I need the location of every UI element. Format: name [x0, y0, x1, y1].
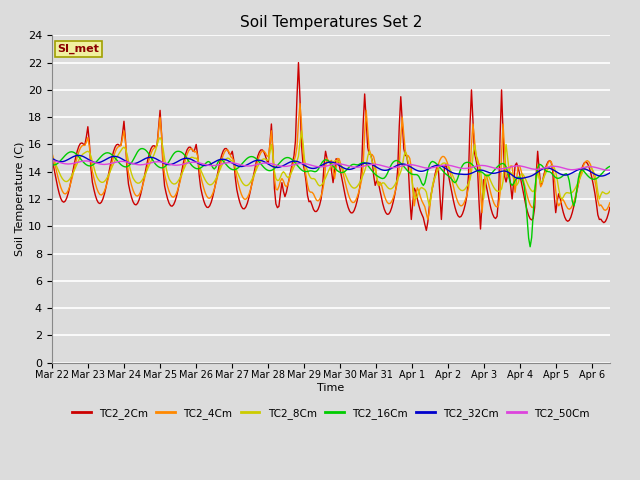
TC2_32Cm — [237, 164, 245, 169]
TC2_16Cm — [237, 162, 245, 168]
TC2_16Cm — [606, 164, 614, 169]
TC2_32Cm — [333, 161, 341, 167]
TC2_4Cm — [48, 149, 56, 155]
TC2_16Cm — [597, 172, 605, 178]
TC2_16Cm — [48, 162, 56, 168]
TC2_8Cm — [597, 192, 605, 198]
TC2_4Cm — [460, 200, 468, 206]
TC2_2Cm — [597, 216, 605, 222]
TC2_50Cm — [236, 162, 244, 168]
TC2_4Cm — [236, 187, 244, 192]
TC2_4Cm — [140, 180, 147, 185]
TC2_2Cm — [606, 204, 614, 210]
TC2_50Cm — [118, 158, 126, 164]
TC2_32Cm — [141, 156, 149, 162]
TC2_2Cm — [460, 207, 468, 213]
TC2_32Cm — [516, 176, 524, 181]
TC2_50Cm — [594, 165, 602, 171]
TC2_16Cm — [459, 163, 467, 168]
TC2_4Cm — [296, 101, 304, 107]
TC2_32Cm — [120, 157, 128, 163]
Line: TC2_32Cm: TC2_32Cm — [52, 156, 610, 179]
TC2_2Cm — [118, 132, 126, 137]
TC2_4Cm — [606, 200, 614, 205]
TC2_50Cm — [606, 167, 614, 173]
Line: TC2_50Cm: TC2_50Cm — [52, 161, 610, 170]
TC2_50Cm — [457, 165, 465, 171]
TC2_2Cm — [333, 156, 341, 162]
TC2_16Cm — [141, 147, 149, 153]
TC2_16Cm — [118, 163, 126, 168]
TC2_8Cm — [118, 145, 126, 151]
TC2_32Cm — [48, 155, 56, 161]
TC2_2Cm — [48, 155, 56, 160]
TC2_2Cm — [140, 178, 147, 184]
TC2_8Cm — [140, 175, 147, 181]
TC2_50Cm — [140, 162, 147, 168]
Title: Soil Temperatures Set 2: Soil Temperatures Set 2 — [239, 15, 422, 30]
TC2_8Cm — [298, 128, 305, 134]
TC2_4Cm — [597, 202, 605, 208]
X-axis label: Time: Time — [317, 383, 344, 393]
TC2_8Cm — [48, 154, 56, 159]
Line: TC2_2Cm: TC2_2Cm — [52, 62, 610, 230]
TC2_4Cm — [118, 136, 126, 142]
TC2_16Cm — [138, 145, 146, 151]
Line: TC2_16Cm: TC2_16Cm — [52, 148, 610, 247]
TC2_4Cm — [333, 156, 341, 161]
Line: TC2_8Cm: TC2_8Cm — [52, 131, 610, 206]
TC2_8Cm — [606, 189, 614, 194]
TC2_16Cm — [526, 244, 534, 250]
TC2_8Cm — [426, 203, 433, 209]
TC2_50Cm — [605, 167, 612, 173]
TC2_8Cm — [236, 175, 244, 181]
TC2_32Cm — [606, 170, 614, 176]
Text: SI_met: SI_met — [58, 44, 99, 54]
TC2_50Cm — [48, 158, 56, 164]
TC2_8Cm — [460, 187, 468, 193]
TC2_2Cm — [236, 199, 244, 205]
TC2_50Cm — [332, 161, 340, 167]
TC2_16Cm — [333, 168, 341, 174]
Legend: TC2_2Cm, TC2_4Cm, TC2_8Cm, TC2_16Cm, TC2_32Cm, TC2_50Cm: TC2_2Cm, TC2_4Cm, TC2_8Cm, TC2_16Cm, TC2… — [68, 404, 594, 423]
TC2_4Cm — [424, 216, 432, 222]
Line: TC2_4Cm: TC2_4Cm — [52, 104, 610, 219]
TC2_8Cm — [333, 158, 341, 164]
TC2_2Cm — [422, 228, 430, 233]
TC2_32Cm — [459, 171, 467, 177]
TC2_32Cm — [75, 153, 83, 158]
TC2_2Cm — [294, 60, 302, 65]
TC2_32Cm — [597, 173, 605, 179]
Y-axis label: Soil Temperature (C): Soil Temperature (C) — [15, 142, 25, 256]
